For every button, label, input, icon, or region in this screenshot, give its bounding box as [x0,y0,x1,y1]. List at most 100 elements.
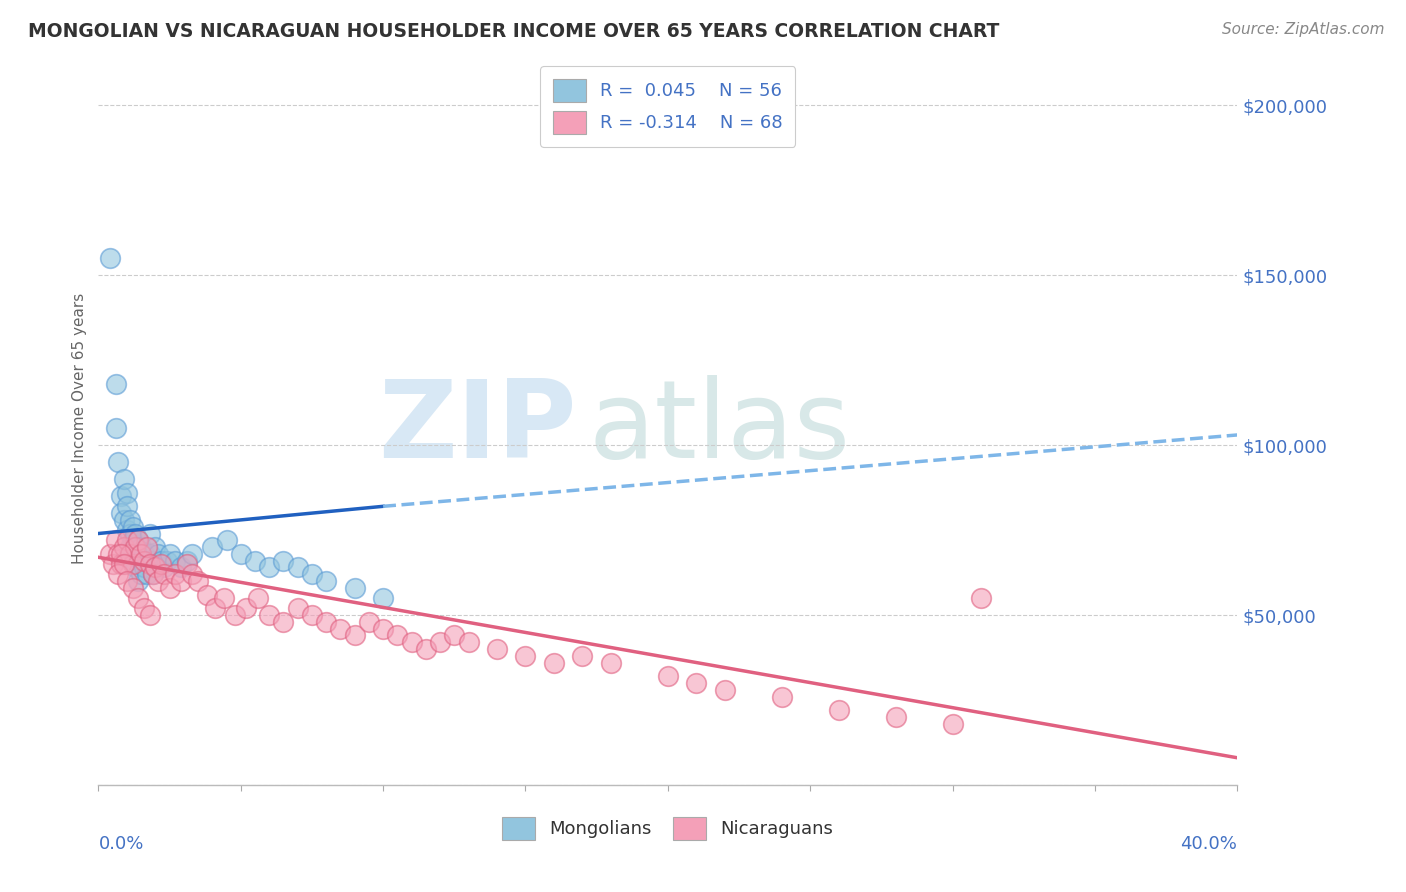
Point [132,554,155,568]
Point [121,557,143,571]
Point [301,567,323,582]
Point [121,533,143,548]
Point [187,574,209,588]
Point [141,567,163,582]
Point [148,547,170,561]
Point [273,615,295,629]
Point [159,581,181,595]
Point [287,601,309,615]
Point [329,622,352,636]
Point [145,540,167,554]
Point [118,540,141,554]
Point [127,533,149,548]
Point [243,554,266,568]
Point [141,554,163,568]
Point [138,557,160,571]
Point [571,648,593,663]
Point [135,540,157,554]
Point [657,669,679,683]
Point [401,635,423,649]
Point [204,601,226,615]
Point [153,567,176,582]
Point [104,533,127,548]
Text: atlas: atlas [588,376,851,481]
Point [129,567,152,582]
Text: MONGOLIAN VS NICARAGUAN HOUSEHOLDER INCOME OVER 65 YEARS CORRELATION CHART: MONGOLIAN VS NICARAGUAN HOUSEHOLDER INCO… [28,22,1000,41]
Point [170,560,193,574]
Point [273,554,295,568]
Point [181,547,204,561]
Point [415,642,437,657]
Point [884,710,907,724]
Point [150,554,173,568]
Point [124,526,146,541]
Point [132,601,155,615]
Point [132,547,155,561]
Point [124,554,146,568]
Point [246,591,269,605]
Point [457,635,479,649]
Point [112,472,135,486]
Y-axis label: Householder Income Over 65 years: Householder Income Over 65 years [72,293,87,564]
Point [443,628,465,642]
Point [129,540,152,554]
Point [165,554,187,568]
Point [515,648,537,663]
Point [127,533,149,548]
Point [135,554,157,568]
Legend: Mongolians, Nicaraguans: Mongolians, Nicaraguans [495,810,841,847]
Point [115,485,138,500]
Point [124,540,146,554]
Point [259,608,281,623]
Point [145,560,167,574]
Point [104,421,127,435]
Point [215,533,238,548]
Point [115,574,138,588]
Point [201,540,224,554]
Point [770,690,793,704]
Point [153,560,176,574]
Point [165,567,187,582]
Point [148,574,170,588]
Point [181,567,204,582]
Point [118,526,141,541]
Point [112,540,135,554]
Point [373,591,395,605]
Point [942,716,965,731]
Point [101,557,124,571]
Point [156,554,179,568]
Point [138,526,160,541]
Point [132,560,155,574]
Point [141,567,163,582]
Point [121,547,143,561]
Point [176,554,198,568]
Point [970,591,993,605]
Point [107,567,129,582]
Point [115,500,138,514]
Point [235,601,257,615]
Point [287,560,309,574]
Text: ZIP: ZIP [378,376,576,481]
Point [343,628,366,642]
Point [107,547,129,561]
Point [104,376,127,391]
Point [110,506,132,520]
Point [138,547,160,561]
Point [127,574,149,588]
Point [129,547,152,561]
Point [115,523,138,537]
Point [170,574,193,588]
Point [212,591,235,605]
Point [543,656,565,670]
Point [138,608,160,623]
Point [127,591,149,605]
Point [112,513,135,527]
Text: 40.0%: 40.0% [1181,835,1237,853]
Point [315,615,337,629]
Point [229,547,252,561]
Point [118,513,141,527]
Point [110,557,132,571]
Point [373,622,395,636]
Point [387,628,409,642]
Point [110,547,132,561]
